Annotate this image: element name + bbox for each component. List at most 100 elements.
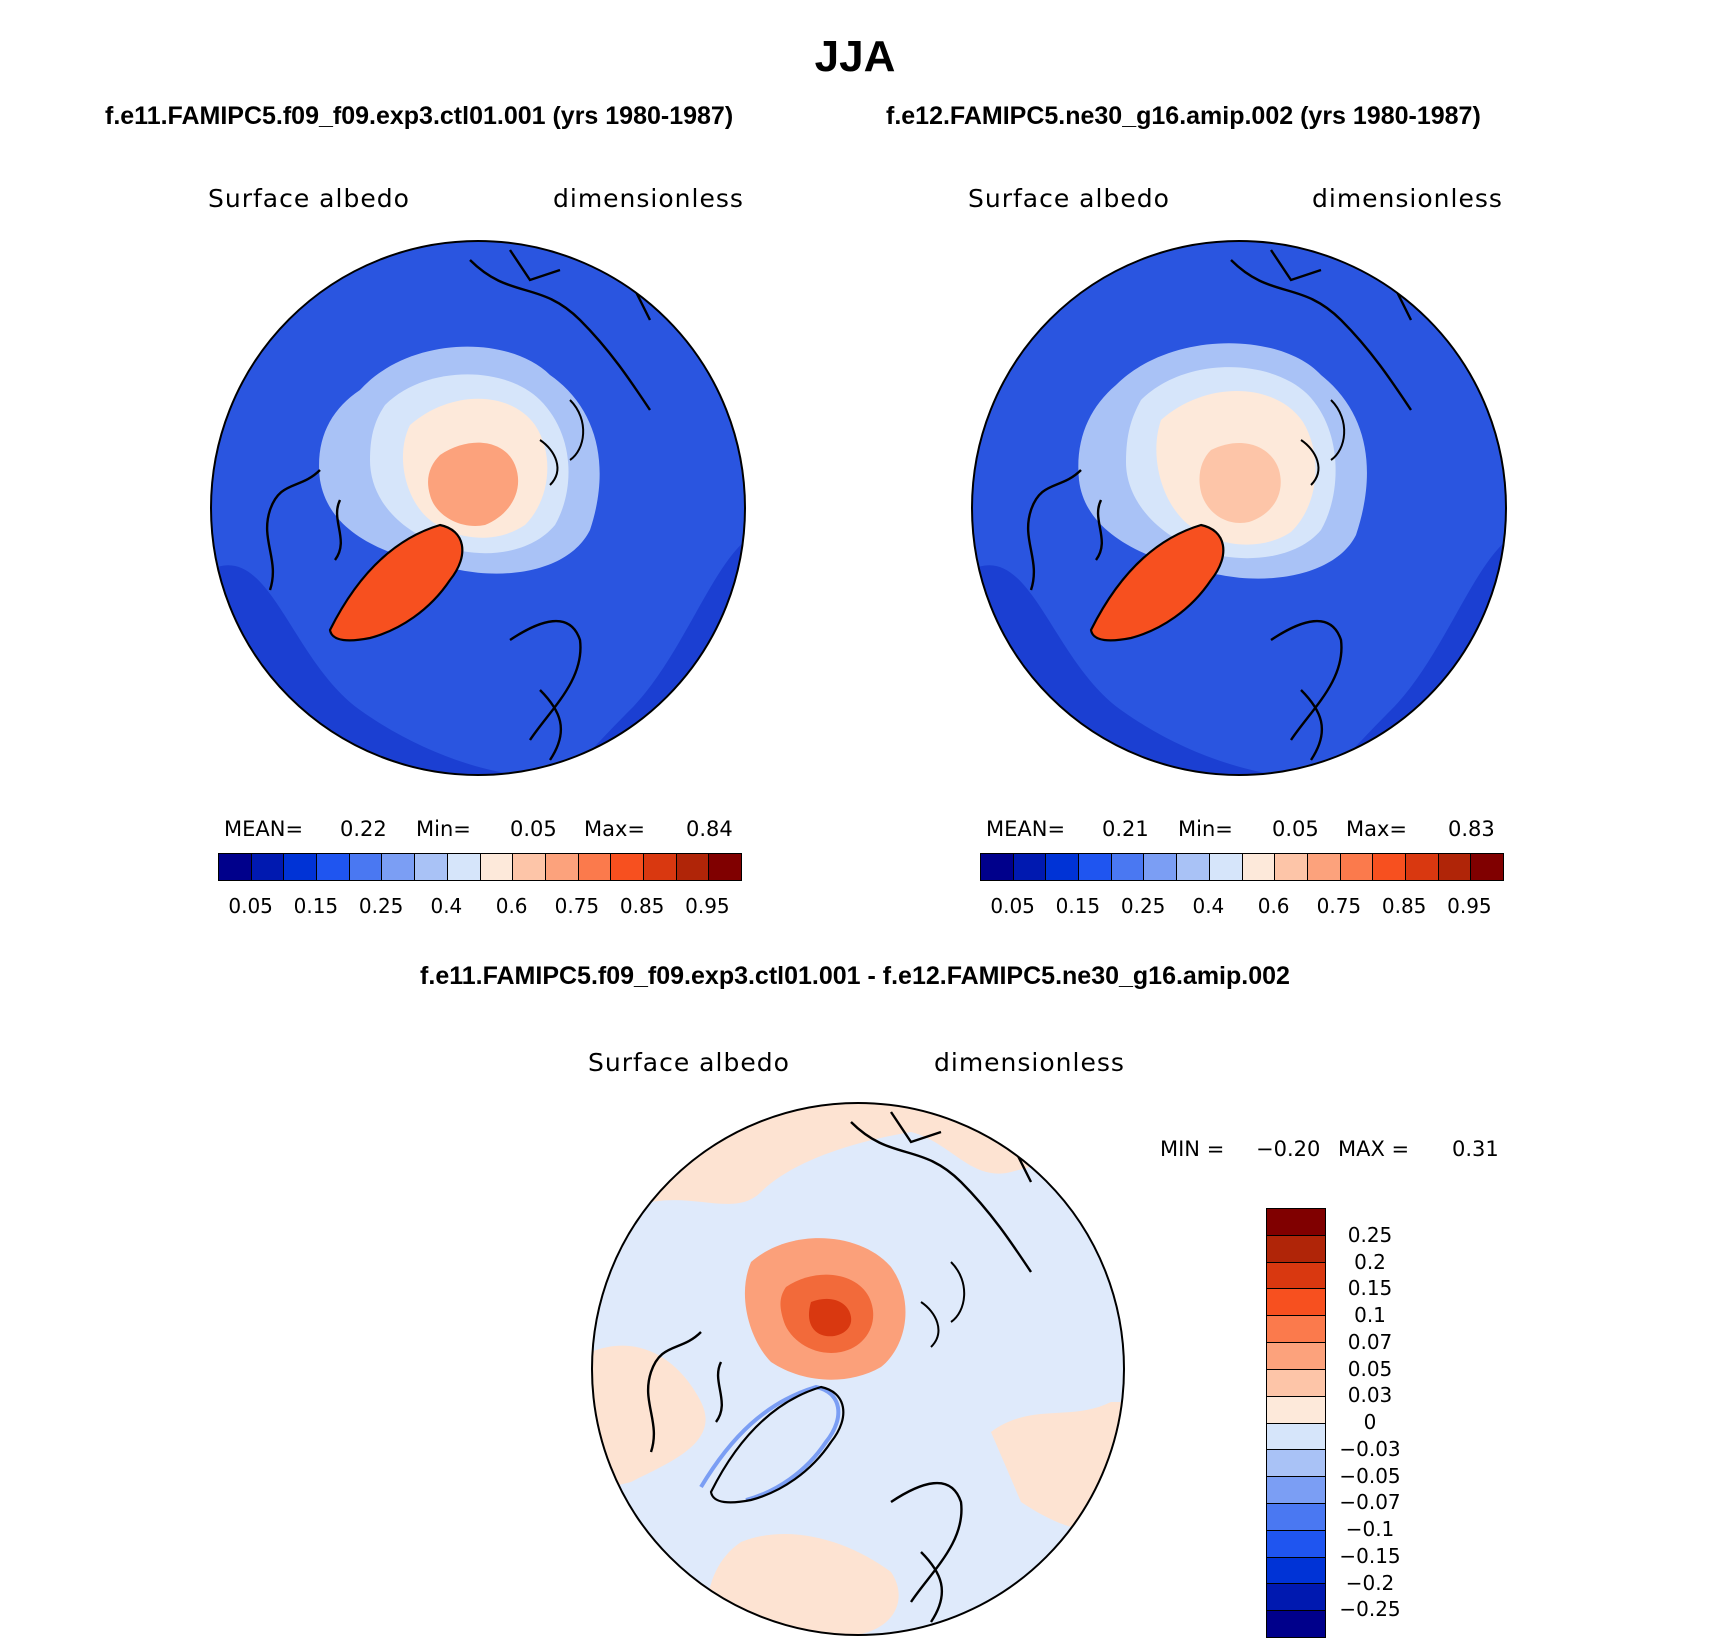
polar-map-left bbox=[210, 240, 746, 776]
colorbar-swatch bbox=[480, 854, 514, 880]
map-border bbox=[971, 240, 1507, 776]
difference-units: dimensionless bbox=[934, 1048, 1125, 1077]
difference-min-value: −0.20 bbox=[1256, 1137, 1321, 1161]
colorbar-tick-label: −0.03 bbox=[1339, 1436, 1401, 1461]
colorbar-tick-label: 0.6 bbox=[495, 894, 528, 918]
colorbar-swatch bbox=[1079, 854, 1112, 880]
colorbar-swatch bbox=[1275, 854, 1308, 880]
colorbar-swatch bbox=[251, 854, 285, 880]
colorbar-tick-label: 0.85 bbox=[1381, 894, 1427, 918]
panel-left-variable: Surface albedo bbox=[208, 184, 410, 213]
colorbar-swatch bbox=[1373, 854, 1406, 880]
panel-left-max-label: Max= bbox=[584, 817, 646, 841]
coastline-canada bbox=[265, 469, 342, 591]
diff-positive-patch-4 bbox=[707, 1534, 899, 1635]
colorbar-swatch bbox=[676, 854, 710, 880]
colorbar-tick-label: 0.4 bbox=[1192, 894, 1225, 918]
ice-warm bbox=[1199, 442, 1281, 523]
panel-left-mean-value: 0.22 bbox=[340, 817, 387, 841]
panel-right-min-label: Min= bbox=[1178, 817, 1233, 841]
coastline-canada bbox=[646, 1331, 723, 1453]
colorbar-left bbox=[218, 853, 742, 881]
colorbar-tick-label: 0.05 bbox=[990, 894, 1035, 918]
panel-right-variable: Surface albedo bbox=[968, 184, 1170, 213]
panel-right-min-value: 0.05 bbox=[1272, 817, 1319, 841]
coastline-greenland bbox=[1089, 523, 1225, 642]
ice-warm bbox=[428, 442, 519, 526]
colorbar-swatch bbox=[1177, 854, 1210, 880]
panel-right-mean-value: 0.21 bbox=[1102, 817, 1149, 841]
colorbar-tick-label: 0.15 bbox=[1347, 1276, 1393, 1301]
colorbar-tick-label: −0.05 bbox=[1339, 1463, 1401, 1488]
colorbar-swatch bbox=[578, 854, 612, 880]
panel-right-case-title: f.e12.FAMIPC5.ne30_g16.amip.002 (yrs 198… bbox=[886, 102, 1481, 130]
colorbar-swatch bbox=[415, 854, 448, 880]
colorbar-swatch bbox=[284, 854, 318, 880]
panel-left-units: dimensionless bbox=[553, 184, 744, 213]
colorbar-swatch bbox=[513, 854, 546, 880]
colorbar-swatch bbox=[1267, 1235, 1325, 1263]
colorbar-tick-label: 0.15 bbox=[1055, 894, 1101, 918]
panel-left-mean-label: MEAN= bbox=[224, 817, 304, 841]
colorbar-tick-label: 0.85 bbox=[619, 894, 665, 918]
colorbar-swatch bbox=[611, 854, 644, 880]
colorbar-tick-label: 0 bbox=[1363, 1410, 1377, 1434]
colorbar-swatch bbox=[643, 854, 677, 880]
difference-title: f.e11.FAMIPC5.f09_f09.exp3.ctl01.001 - f… bbox=[420, 962, 1290, 990]
panel-left-min-value: 0.05 bbox=[510, 817, 557, 841]
colorbar-swatch bbox=[1046, 854, 1080, 880]
colorbar-swatch bbox=[1267, 1503, 1325, 1531]
coastline-greenland bbox=[328, 523, 464, 642]
colorbar-swatch bbox=[1267, 1423, 1325, 1451]
colorbar-swatch bbox=[1267, 1530, 1325, 1558]
colorbar-swatch bbox=[1267, 1396, 1325, 1424]
colorbar-swatch bbox=[1405, 854, 1439, 880]
colorbar-swatch bbox=[1267, 1289, 1325, 1317]
colorbar-swatch bbox=[1242, 854, 1276, 880]
colorbar-swatch bbox=[1267, 1209, 1325, 1236]
colorbar-tick-label: 0.4 bbox=[430, 894, 463, 918]
diff-greenland-edge bbox=[699, 1384, 841, 1502]
colorbar-swatch bbox=[1267, 1557, 1325, 1585]
colorbar-tick-label: 0.6 bbox=[1257, 894, 1290, 918]
coastline-arctic-islands bbox=[539, 399, 585, 486]
polar-map-difference bbox=[591, 1102, 1125, 1636]
colorbar-swatch bbox=[1438, 854, 1472, 880]
colorbar-tick-label: 0.05 bbox=[1347, 1356, 1393, 1381]
main-title: JJA bbox=[814, 32, 896, 81]
coastline-scandinavia bbox=[509, 620, 582, 761]
coastline-arctic-islands bbox=[1300, 399, 1346, 486]
colorbar-swatch bbox=[1267, 1584, 1325, 1612]
colorbar-tick-label: 0.75 bbox=[554, 894, 600, 918]
colorbar-tick-label: 0.25 bbox=[1347, 1222, 1393, 1247]
colorbar-swatch bbox=[709, 854, 741, 880]
coastline-scandinavia bbox=[890, 1482, 963, 1623]
map-border bbox=[210, 240, 746, 776]
colorbar-swatch bbox=[1209, 854, 1243, 880]
coastline-arctic-islands bbox=[920, 1261, 966, 1348]
panel-left-max-value: 0.84 bbox=[686, 817, 733, 841]
panel-right-mean-label: MEAN= bbox=[986, 817, 1066, 841]
colorbar-swatch bbox=[447, 854, 481, 880]
colorbar-swatch bbox=[545, 854, 579, 880]
difference-max-value: 0.31 bbox=[1452, 1137, 1499, 1161]
diff-hot-center bbox=[808, 1298, 852, 1337]
coastline-scandinavia bbox=[1270, 620, 1343, 761]
colorbar-tick-label: 0.25 bbox=[1120, 894, 1166, 918]
coastline-canada bbox=[1026, 469, 1103, 591]
colorbar-swatch bbox=[1267, 1477, 1325, 1504]
colorbar-tick-label: 0.07 bbox=[1347, 1329, 1393, 1354]
colorbar-tick-label: 0.75 bbox=[1316, 894, 1362, 918]
colorbar-swatch bbox=[382, 854, 416, 880]
panel-left-min-label: Min= bbox=[416, 817, 471, 841]
colorbar-swatch bbox=[1340, 854, 1374, 880]
difference-max-label: MAX = bbox=[1338, 1137, 1410, 1161]
colorbar-right bbox=[980, 853, 1504, 881]
colorbar-tick-label: −0.07 bbox=[1339, 1490, 1401, 1515]
colorbar-swatch bbox=[1111, 854, 1145, 880]
panel-right-max-label: Max= bbox=[1346, 817, 1408, 841]
colorbar-tick-label: −0.25 bbox=[1339, 1597, 1401, 1622]
difference-min-label: MIN = bbox=[1160, 1137, 1225, 1161]
difference-variable: Surface albedo bbox=[588, 1048, 790, 1077]
colorbar-swatch bbox=[1267, 1316, 1325, 1344]
